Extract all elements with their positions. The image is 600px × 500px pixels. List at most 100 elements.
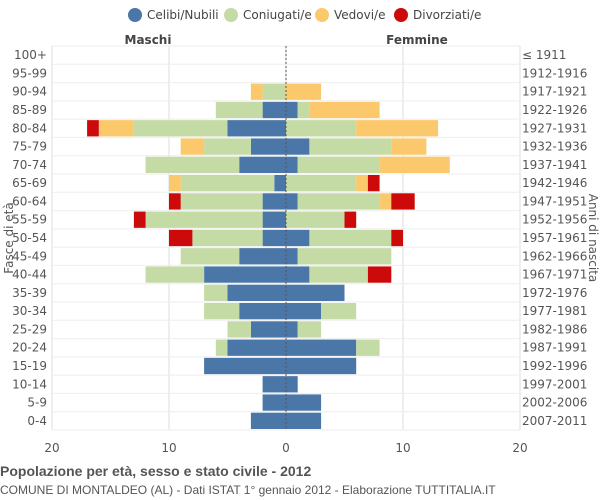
bar-female-nubili: [286, 229, 310, 247]
bar-female-divorziate: [344, 211, 357, 228]
bar-female-nubili: [286, 156, 298, 173]
birth-year-labels: ≤ 1911 1912-1916 1917-1921 1922-1926 1927-19…: [522, 48, 587, 428]
age-group-label: 20-24: [12, 341, 47, 355]
bar-male-celibi: [262, 229, 286, 247]
chart-footer-subtitle: COMUNE DI MONTALDEO (AL) - Dati ISTAT 1°…: [0, 483, 496, 497]
y-axis-title-left: Fasce di età: [2, 202, 16, 273]
bar-female-nubili: [286, 357, 357, 375]
bar-male-coniugati: [227, 321, 251, 338]
bar-male-vedovi: [169, 175, 181, 192]
x-tick-label: 10: [161, 441, 176, 455]
birth-year-label: 1927-1931: [522, 121, 587, 135]
birth-year-label: 1957-1961: [522, 231, 587, 245]
age-group-label: 50-54: [12, 231, 47, 245]
bar-male-celibi: [227, 284, 286, 301]
bar-female-coniugate: [286, 175, 357, 192]
bar-male-coniugati: [262, 83, 286, 100]
birth-year-label: 1922-1926: [522, 103, 587, 117]
bar-male-celibi: [204, 266, 286, 283]
age-group-label: 60-64: [12, 194, 47, 208]
birth-year-label: 1932-1936: [522, 140, 587, 154]
birth-year-label: 2007-2011: [522, 414, 587, 428]
bar-male-coniugati: [192, 229, 263, 247]
bar-female-vedove: [286, 83, 322, 100]
bar-male-celibi: [239, 248, 286, 265]
bar-female-nubili: [286, 101, 298, 119]
bar-male-vedovi: [98, 120, 134, 137]
bar-female-coniugate: [321, 303, 357, 320]
bar-female-coniugate: [297, 321, 322, 338]
legend-label: Coniugati/e: [243, 8, 312, 22]
bar-male-celibi: [250, 321, 286, 338]
bar-female-vedove: [391, 138, 427, 155]
legend-swatch: [394, 8, 408, 22]
bar-male-divorziati: [133, 211, 146, 228]
birth-year-label: 1937-1941: [522, 158, 587, 172]
legend-label: Divorziati/e: [413, 8, 481, 22]
age-group-label: 90-94: [12, 85, 47, 99]
bar-male-celibi: [250, 138, 286, 155]
bar-male-celibi: [262, 193, 286, 210]
age-group-label: 55-59: [12, 213, 47, 227]
age-group-label: 15-19: [12, 359, 47, 373]
age-group-label: 100+: [14, 48, 47, 62]
bar-male-celibi: [227, 339, 286, 356]
bar-female-nubili: [286, 376, 298, 393]
birth-year-label: 1997-2001: [522, 377, 587, 391]
bar-male-celibi: [262, 211, 286, 228]
bar-female-vedove: [356, 120, 439, 137]
legend-swatch: [224, 8, 238, 22]
age-group-label: 45-49: [12, 249, 47, 263]
age-group-labels: 100+ 95-99 90-94 85-89 80-84 75-79 70-74 65-69 6…: [12, 48, 47, 428]
bar-female-nubili: [286, 394, 322, 411]
age-group-label: 65-69: [12, 176, 47, 190]
bar-female-nubili: [286, 193, 298, 210]
bar-male-coniugati: [204, 303, 240, 320]
bar-female-vedove: [309, 101, 380, 119]
bar-male-coniugati: [215, 101, 263, 119]
bar-male-celibi: [227, 120, 286, 137]
age-group-label: 30-34: [12, 304, 47, 318]
birth-year-label: 2002-2006: [522, 396, 587, 410]
bar-female-divorziate: [367, 266, 392, 283]
bar-female-coniugate: [297, 193, 380, 210]
bar-male-vedovi: [250, 83, 263, 100]
bar-female-coniugate: [286, 120, 357, 137]
age-group-label: 70-74: [12, 158, 47, 172]
bars-group: [87, 46, 450, 430]
birth-year-label: 1987-1991: [522, 341, 587, 355]
bar-female-divorziate: [391, 229, 403, 247]
bar-male-celibi: [239, 156, 286, 173]
bar-male-celibi: [250, 412, 286, 429]
males-label: Maschi: [125, 33, 172, 47]
bar-male-coniugati: [145, 211, 263, 228]
x-axis-ticks: 20 10 0 10 20: [44, 441, 527, 455]
bar-male-celibi: [262, 376, 286, 393]
bar-female-nubili: [286, 138, 310, 155]
bar-female-divorziate: [391, 193, 415, 210]
bar-female-coniugate: [309, 266, 368, 283]
bar-female-nubili: [286, 303, 322, 320]
bar-male-coniugati: [133, 120, 228, 137]
bar-female-nubili: [286, 321, 298, 338]
bar-male-coniugati: [204, 138, 251, 155]
bar-female-coniugate: [309, 138, 392, 155]
bar-male-coniugati: [180, 193, 263, 210]
bar-female-nubili: [286, 339, 357, 356]
bar-female-nubili: [286, 266, 310, 283]
legend-label: Celibi/Nubili: [147, 8, 219, 22]
legend-swatch: [128, 8, 142, 22]
bar-male-coniugati: [215, 339, 228, 356]
bar-male-coniugati: [145, 156, 240, 173]
y-axis-title-right: Anni di nascita: [586, 194, 600, 283]
age-group-label: 10-14: [12, 377, 47, 391]
age-group-label: 75-79: [12, 140, 47, 154]
age-group-label: 25-29: [12, 322, 47, 336]
bar-male-coniugati: [180, 175, 275, 192]
birth-year-label: 1967-1971: [522, 268, 587, 282]
x-tick-label: 0: [282, 441, 290, 455]
bar-female-vedove: [379, 156, 450, 173]
bar-female-coniugate: [297, 156, 380, 173]
age-group-label: 0-4: [27, 414, 47, 428]
